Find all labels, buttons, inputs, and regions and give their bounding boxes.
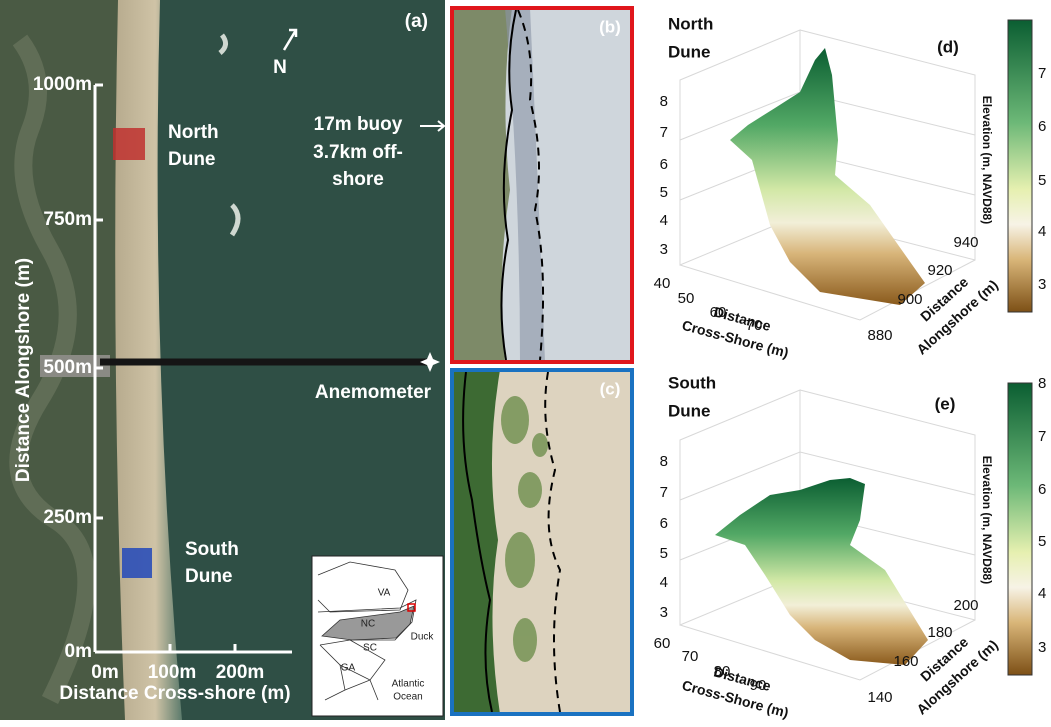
y-tick-label: 880 [867,327,892,344]
z-tick-label: 3 [660,241,668,258]
panel-label: (c) [600,379,621,398]
panel-label: (d) [937,37,959,56]
z-tick-label: 4 [660,574,668,591]
colorbar-tick-label: 8 [1038,375,1046,392]
x-tick-label: 50 [678,290,695,307]
y-tick-label: 750m [43,209,92,230]
x-tick-label: 0m [91,662,118,683]
y-tick-label: 1000m [33,74,92,95]
y-axis-title: Distance Alongshore (m) [13,258,34,482]
colorbar-tick-label: 4 [1038,223,1046,240]
dune-surface [730,48,925,305]
colorbar-tick-label: 6 [1038,481,1046,498]
y-tick-label: 200 [953,597,978,614]
state-label: VA [378,588,391,599]
y-tick-label: 920 [927,262,952,279]
colorbar-tick-label: 7 [1038,428,1046,445]
z-tick-label: 4 [660,212,668,229]
site-label: Duck [411,632,435,643]
panel-title: Dune [668,401,711,420]
panel-title: Dune [668,42,711,61]
dune-surface [715,478,928,665]
colorbar-title: Elevation (m, NAVD88) [980,96,994,224]
z-tick-label: 3 [660,604,668,621]
y-tick-label: 500m [43,357,92,378]
panel-c: (c) [452,370,632,714]
panel-title: North [668,14,713,33]
site-label: Dune [185,566,233,587]
buoy-label: 17m buoy [314,114,403,135]
x-tick-label: 200m [216,662,265,683]
colorbar-title: Elevation (m, NAVD88) [980,456,994,584]
z-tick-label: 7 [660,124,668,141]
south-site-box [122,548,152,578]
figure: 1000m 750m 500m 250m 0m 0m 100m 200m Dis… [0,0,1051,722]
colorbar-tick-label: 4 [1038,585,1046,602]
colorbar-tick-label: 5 [1038,533,1046,550]
y-tick-label: 940 [953,234,978,251]
panel-title: South [668,373,716,392]
y-tick-label: 140 [867,689,892,706]
z-tick-label: 5 [660,184,668,201]
anemometer-label: Anemometer [315,382,432,403]
buoy-label: shore [332,169,384,190]
site-label: South [185,539,239,560]
site-label: Dune [168,149,216,170]
state-label: SC [363,643,377,654]
x-tick-label: 60 [654,635,671,652]
state-label: GA [341,663,356,674]
colorbar-tick-label: 6 [1038,118,1046,135]
x-tick-label: 40 [654,275,671,292]
compass-label: N [273,57,287,78]
x-tick-label: 100m [148,662,197,683]
state-label: NC [361,619,375,630]
z-tick-label: 6 [660,515,668,532]
z-tick-label: 7 [660,484,668,501]
site-label: North [168,122,219,143]
panel-label: (e) [935,394,956,413]
colorbar [1008,20,1032,312]
panel-a: 1000m 750m 500m 250m 0m 0m 100m 200m Dis… [0,0,445,720]
z-tick-label: 5 [660,545,668,562]
colorbar-tick-label: 3 [1038,276,1046,293]
z-tick-label: 6 [660,156,668,173]
z-tick-label: 8 [660,453,668,470]
colorbar-tick-label: 3 [1038,639,1046,656]
ocean-label: Ocean [393,692,422,703]
panel-e: South Dune (e) 8 7 6 5 4 3 60 70 80 90 1… [654,373,1047,720]
y-tick-label: 900 [897,291,922,308]
panel-b: (b) [452,8,632,362]
colorbar [1008,383,1032,675]
x-axis-title: Distance Cross-shore (m) [59,683,290,704]
y-tick-label: 250m [43,507,92,528]
colorbar-tick-label: 7 [1038,65,1046,82]
panel-label: (a) [405,11,428,32]
panel-label: (b) [599,17,621,36]
x-tick-label: 70 [682,648,699,665]
y-tick-label: 180 [927,624,952,641]
ocean-label: Atlantic [392,679,425,690]
z-tick-label: 8 [660,93,668,110]
panel-d: North Dune (d) 8 7 6 5 4 3 40 50 60 70 8… [654,14,1047,360]
buoy-label: 3.7km off- [313,142,403,163]
colorbar-tick-label: 5 [1038,172,1046,189]
y-tick-label: 0m [65,641,92,662]
y-tick-label: 160 [893,653,918,670]
north-site-box [113,128,145,160]
vegetation [452,370,500,714]
